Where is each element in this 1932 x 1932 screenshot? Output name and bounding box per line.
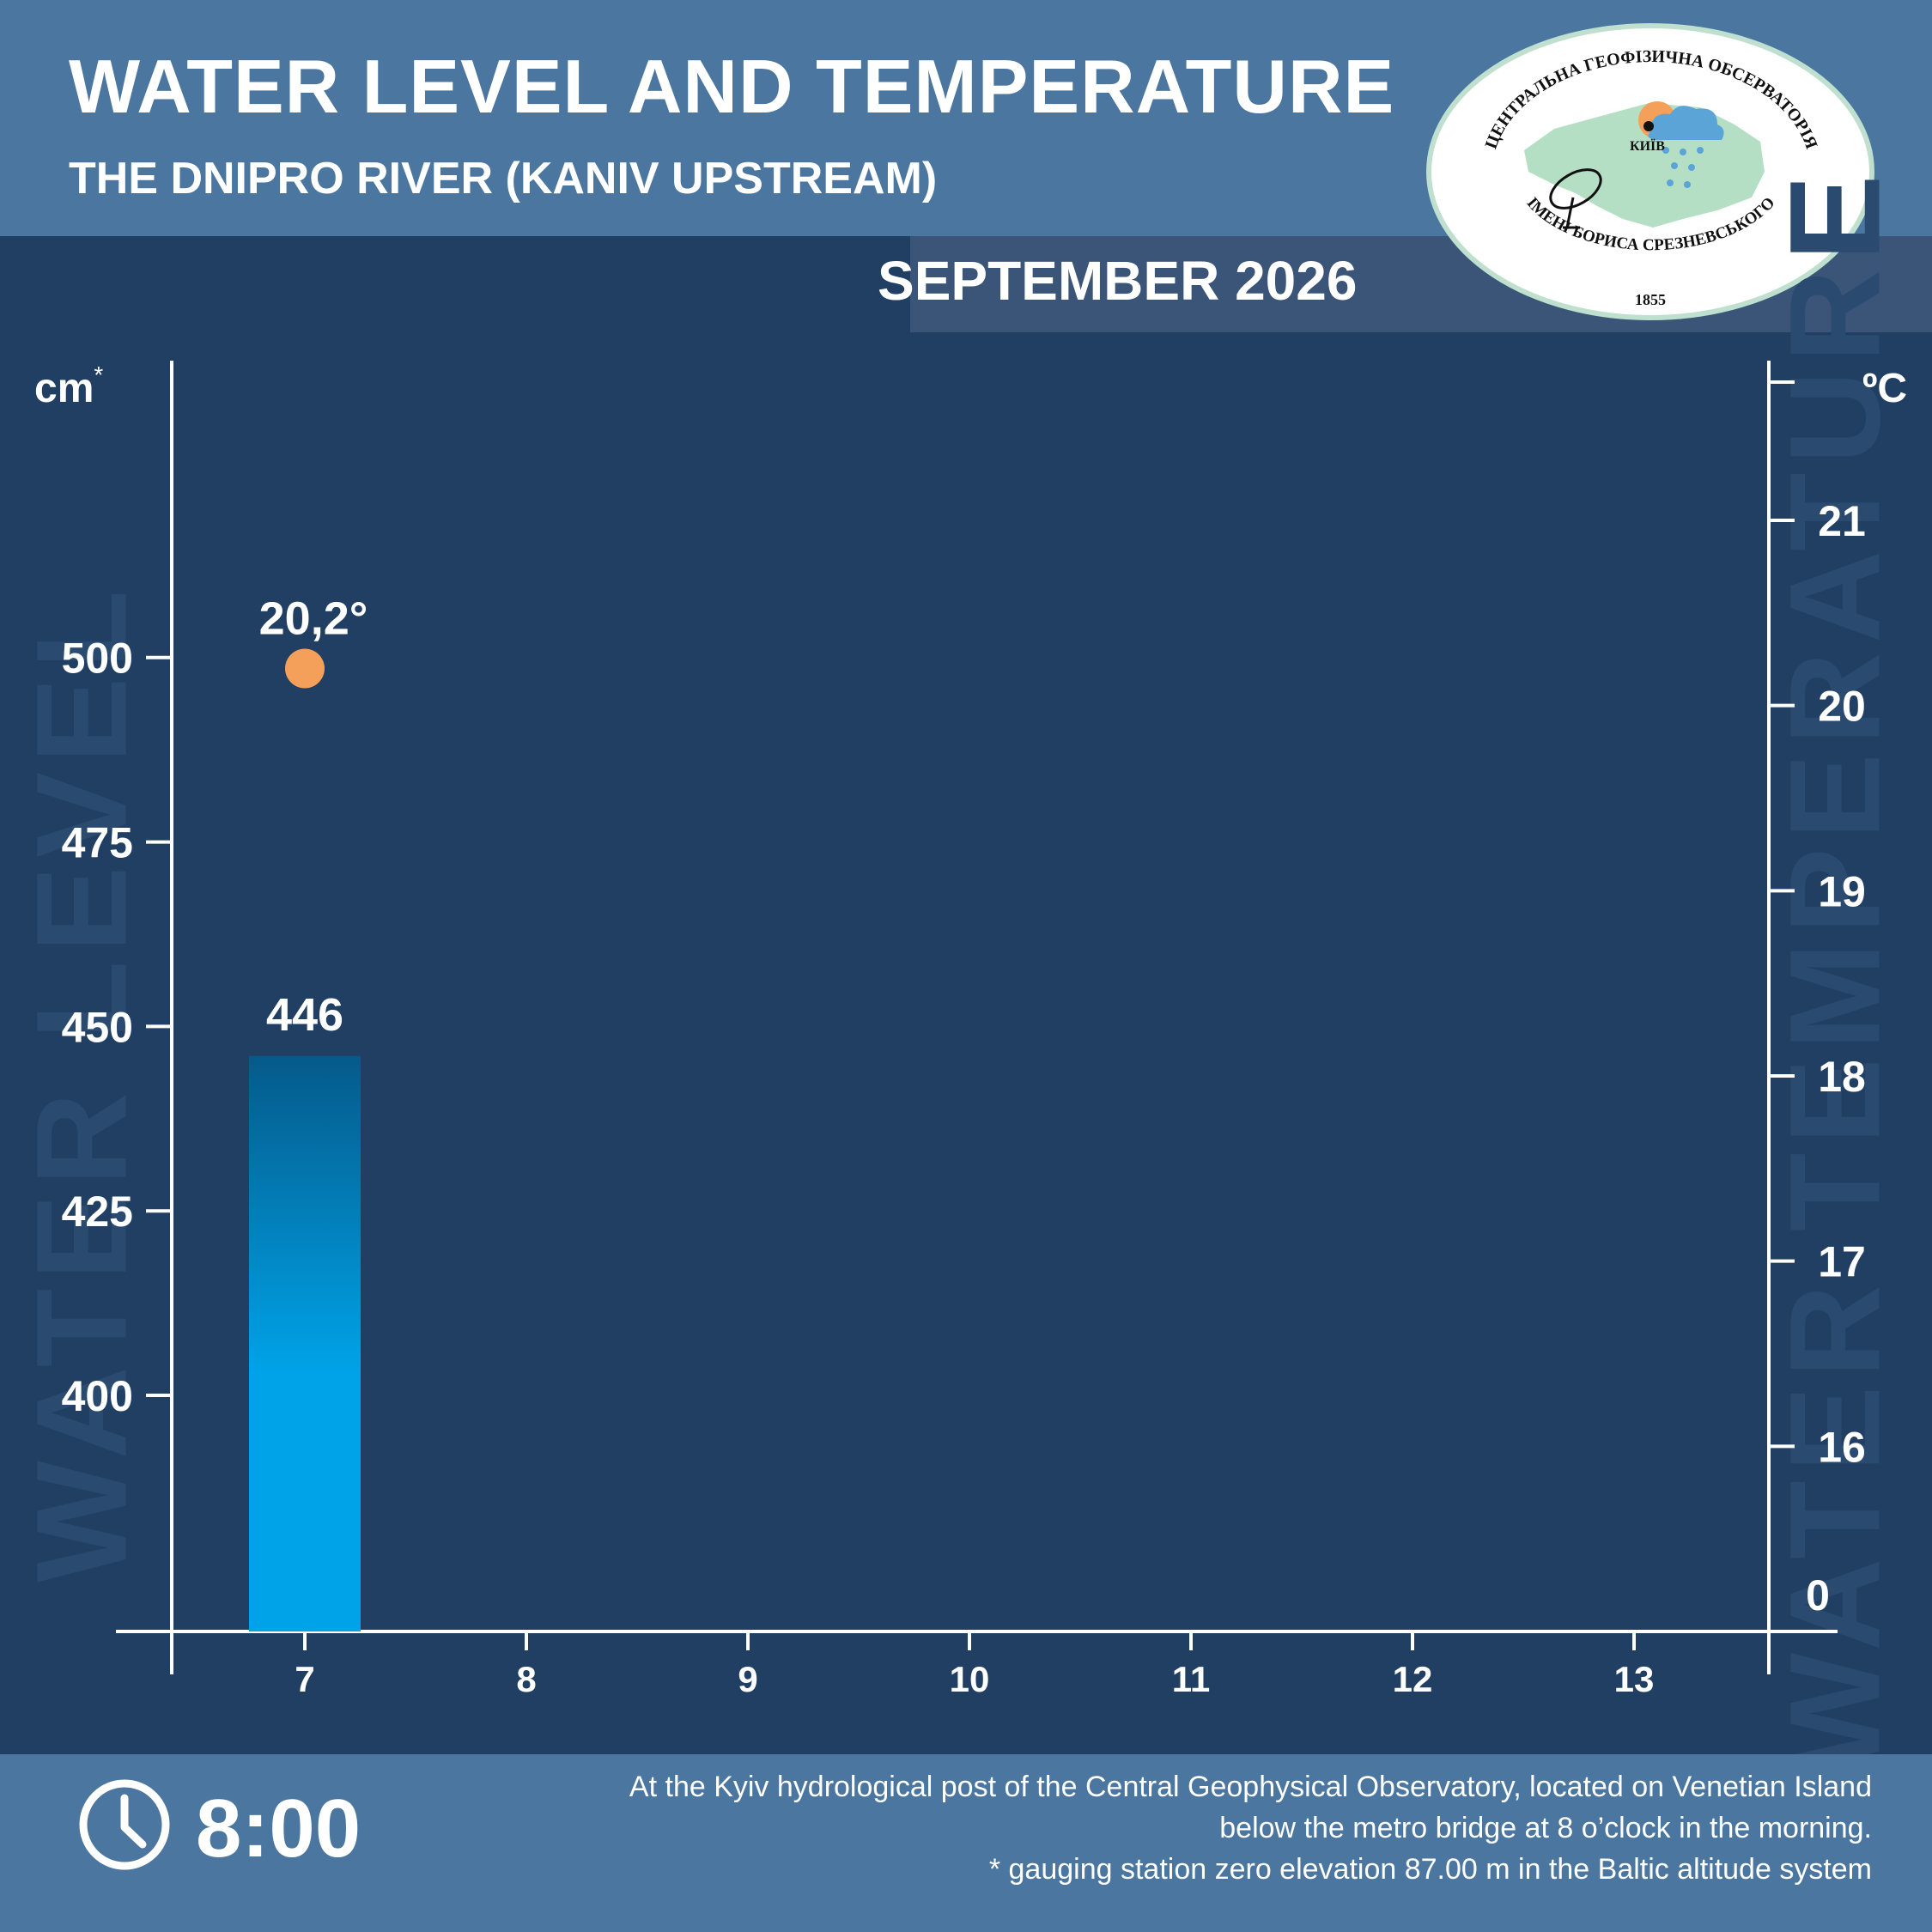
x-axis-tick-label: 10 xyxy=(950,1659,990,1699)
right-axis-zero-label: 0 xyxy=(1806,1571,1830,1619)
footnote-line-1: At the Kyiv hydrological post of the Cen… xyxy=(629,1771,1872,1803)
left-axis-tick-label: 475 xyxy=(62,819,133,867)
left-axis-tick-label: 400 xyxy=(62,1372,133,1420)
right-axis-tick-label: 20 xyxy=(1818,683,1866,731)
right-axis-tick-label: 19 xyxy=(1818,867,1866,915)
x-axis-tick-label: 9 xyxy=(738,1659,757,1699)
left-axis-unit-asterisk: * xyxy=(94,361,103,388)
x-axis-tick-label: 11 xyxy=(1172,1659,1210,1699)
water-level-value-label: 446 xyxy=(266,989,343,1041)
left-axis-tick-label: 500 xyxy=(62,635,133,683)
right-axis-unit: ºC xyxy=(1862,366,1907,411)
water-temperature-point xyxy=(285,648,325,689)
month-label: SEPTEMBER 2026 xyxy=(878,250,1358,312)
water-temperature-value-label: 20,2° xyxy=(259,593,368,645)
right-axis-tick-label: 17 xyxy=(1818,1238,1866,1286)
footnote-line-3: * gauging station zero elevation 87.00 m… xyxy=(988,1853,1872,1886)
clock-icon xyxy=(79,1779,170,1870)
right-axis-tick-label: 21 xyxy=(1818,497,1866,545)
x-axis-tick-label: 12 xyxy=(1393,1659,1433,1699)
x-axis-tick-label: 13 xyxy=(1614,1659,1655,1699)
observatory-logo: КИЇВ ЦЕНТРАЛЬНА ГЕОФІЗИЧНА ОБСЕРВАТОРІЯ … xyxy=(1426,23,1874,320)
x-axis-tick-label: 7 xyxy=(295,1659,314,1699)
left-axis-unit: cm* xyxy=(34,361,103,411)
footnote-line-2: below the metro bridge at 8 o’clock in t… xyxy=(1219,1812,1872,1844)
footer-band xyxy=(0,1754,1932,1932)
observation-time: 8:00 xyxy=(196,1783,361,1874)
chart-title: WATER LEVEL AND TEMPERATURE xyxy=(69,44,1395,129)
chart-subtitle: THE DNIPRO RIVER (KANIV UPSTREAM) xyxy=(69,154,938,204)
right-axis-tick-label: 18 xyxy=(1818,1053,1866,1101)
x-axis-tick-label: 8 xyxy=(516,1659,536,1699)
svg-text:1855: 1855 xyxy=(1635,291,1666,308)
right-axis-tick-label: 16 xyxy=(1818,1423,1866,1471)
svg-text:КИЇВ: КИЇВ xyxy=(1630,138,1665,154)
left-axis-tick-label: 450 xyxy=(62,1003,133,1051)
left-axis-tick-label: 425 xyxy=(62,1188,133,1236)
water-level-bar xyxy=(249,1055,361,1631)
